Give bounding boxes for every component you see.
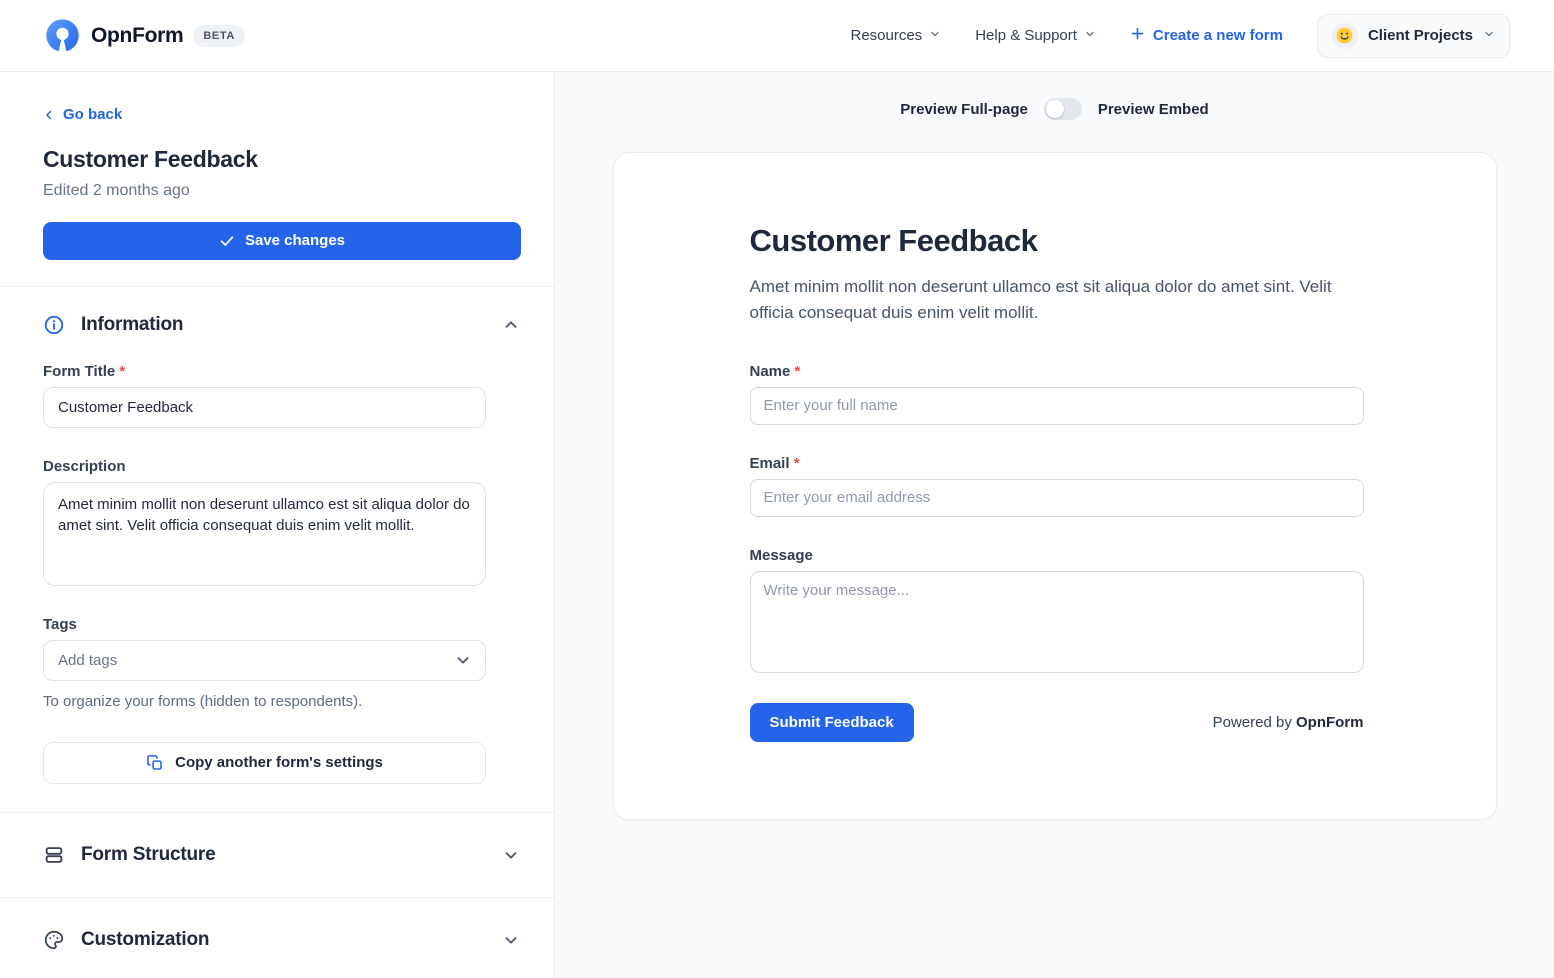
message-textarea[interactable] — [749, 570, 1364, 673]
email-field-group: Email * — [749, 455, 1364, 517]
last-edited-text: Edited 2 months ago — [43, 181, 190, 199]
divider — [0, 811, 554, 813]
go-back-link[interactable]: Go back — [43, 106, 122, 123]
section-information-header[interactable]: Information — [0, 287, 554, 363]
header-nav: Resources Help & Support Create a new fo… — [850, 13, 1510, 58]
preview-full-page-label: Preview Full-page — [900, 100, 1028, 118]
powered-by: Powered by OpnForm — [1213, 714, 1364, 731]
beta-badge: BETA — [193, 24, 245, 47]
name-label: Name * — [750, 363, 1362, 380]
chevron-down-icon — [1084, 27, 1096, 44]
chevron-down-icon — [929, 27, 941, 44]
chevron-left-icon — [43, 109, 55, 121]
section-customization-title: Customization — [81, 928, 210, 950]
brand-name: OpnForm — [91, 23, 184, 47]
email-input[interactable] — [749, 478, 1364, 517]
form-name-title: Customer Feedback — [43, 145, 258, 172]
message-label-text: Message — [749, 546, 813, 564]
preview-form-title: Customer Feedback — [749, 223, 1038, 258]
copy-form-settings-label: Copy another form's settings — [175, 754, 383, 771]
brand[interactable]: OpnForm BETA — [44, 17, 245, 54]
message-label: Message — [750, 547, 1362, 564]
divider — [0, 896, 554, 898]
stacked-rows-icon — [43, 844, 65, 866]
message-field-group: Message — [749, 547, 1364, 673]
form-title-label: Form Title * — [43, 363, 520, 380]
workspace-switcher[interactable]: Client Projects — [1316, 13, 1510, 58]
powered-by-prefix: Powered by — [1212, 713, 1292, 731]
tags-label: Tags — [43, 615, 77, 633]
preview-mode-toggle[interactable] — [1043, 98, 1082, 120]
email-label: Email * — [750, 455, 1362, 472]
description-textarea[interactable]: Amet minim mollit non deserunt ullamco e… — [43, 481, 486, 586]
nav-resources[interactable]: Resources — [850, 27, 941, 44]
form-title-label-text: Form Title — [43, 362, 116, 380]
description-label: Description — [43, 457, 126, 475]
smiley-emoji-icon — [1335, 26, 1354, 45]
plus-icon — [1130, 26, 1145, 45]
required-asterisk: * — [794, 362, 801, 380]
toggle-knob — [1045, 100, 1064, 118]
nav-help-label: Help & Support — [975, 27, 1077, 44]
name-field-group: Name * — [749, 363, 1364, 425]
chevron-down-icon — [502, 931, 520, 949]
create-new-form-button[interactable]: Create a new form — [1130, 26, 1283, 45]
copy-icon — [146, 754, 164, 772]
chevron-down-icon — [502, 846, 520, 864]
section-customization-header[interactable]: Customization — [0, 898, 554, 978]
chevron-down-icon — [1483, 27, 1495, 45]
section-form-structure-title: Form Structure — [81, 843, 216, 865]
nav-help-support[interactable]: Help & Support — [975, 27, 1096, 44]
tags-help-text: To organize your forms (hidden to respon… — [43, 692, 363, 710]
preview-form-description: Amet minim mollit non deserunt ullamco e… — [749, 277, 1332, 323]
powered-by-brand: OpnForm — [1296, 713, 1364, 731]
save-changes-button[interactable]: Save changes — [43, 221, 521, 260]
opnform-logo-icon — [44, 17, 81, 54]
top-header: OpnForm BETA Resources Help & Support — [0, 0, 1554, 72]
create-new-form-label: Create a new form — [1152, 27, 1283, 44]
section-information-body: Form Title * Description Amet minim moll… — [0, 363, 554, 812]
copy-form-settings-button[interactable]: Copy another form's settings — [43, 741, 486, 784]
go-back-label: Go back — [63, 106, 123, 123]
preview-mode-switch: Preview Full-page Preview Embed — [555, 98, 1554, 120]
nav-resources-label: Resources — [850, 27, 923, 44]
tags-field — [43, 639, 486, 681]
workspace-avatar — [1331, 22, 1358, 49]
email-label-text: Email — [749, 454, 790, 472]
preview-pane: Preview Full-page Preview Embed Customer… — [555, 72, 1554, 978]
required-asterisk: * — [793, 454, 800, 472]
workspace-name: Client Projects — [1367, 27, 1473, 44]
name-label-text: Name — [749, 362, 791, 380]
name-input[interactable] — [749, 386, 1364, 425]
save-changes-label: Save changes — [244, 232, 346, 249]
form-title-input[interactable] — [43, 386, 486, 428]
section-information-title: Information — [81, 313, 184, 335]
required-asterisk: * — [119, 362, 126, 380]
section-form-structure-header[interactable]: Form Structure — [0, 813, 554, 897]
tags-input[interactable] — [43, 639, 486, 681]
form-settings-sidebar: Go back Customer Feedback Edited 2 month… — [0, 72, 555, 978]
palette-icon — [43, 929, 65, 951]
divider — [0, 285, 554, 287]
info-circle-icon — [43, 314, 65, 336]
submit-feedback-button[interactable]: Submit Feedback — [749, 702, 914, 742]
preview-embed-label: Preview Embed — [1097, 100, 1209, 118]
chevron-up-icon — [502, 316, 520, 334]
preview-form-footer: Submit Feedback Powered by OpnForm — [749, 702, 1364, 742]
check-icon — [219, 233, 235, 249]
form-preview-card: Customer Feedback Amet minim mollit non … — [612, 152, 1497, 820]
